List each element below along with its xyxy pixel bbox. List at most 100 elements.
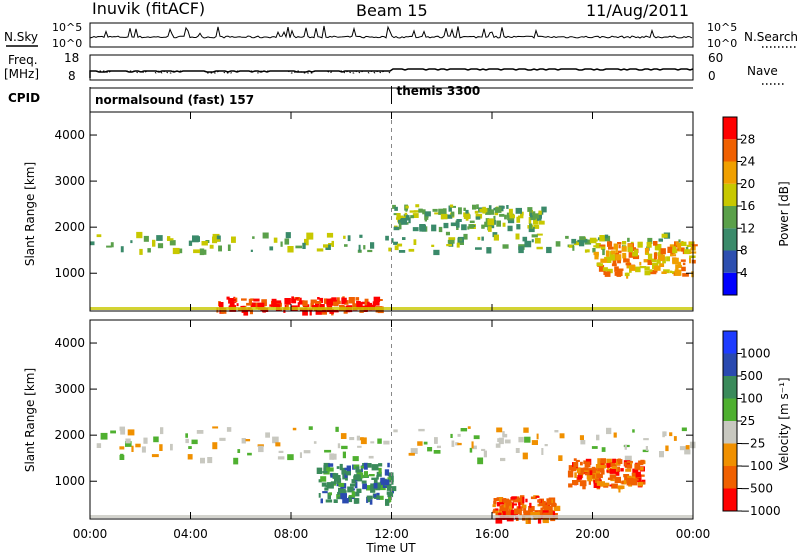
heat-cell [202, 249, 207, 255]
x-tick-label: 00:00 [676, 527, 711, 541]
heat-cell [303, 450, 311, 454]
heat-cell [475, 247, 482, 250]
heat-cell [536, 215, 542, 221]
heat-cell [615, 254, 622, 261]
x-tick-label: 04:00 [173, 527, 208, 541]
heat-cell [96, 443, 102, 448]
velocity-ylabel: Slant Range [km] [23, 368, 37, 472]
heat-cell [541, 448, 544, 455]
heat-cell [584, 249, 588, 253]
heat-cell [456, 225, 459, 230]
heat-cell [606, 470, 609, 473]
heat-cell [670, 270, 673, 274]
heat-cell [685, 247, 689, 251]
heat-cell [125, 438, 131, 444]
heat-cell [337, 496, 341, 500]
heat-cell [506, 205, 509, 209]
colorbar-tick-label: 25 [740, 414, 755, 428]
heat-cell [328, 243, 332, 246]
heat-cell [516, 216, 521, 223]
heat-cell [383, 440, 390, 445]
heat-cell [565, 235, 569, 239]
heat-cell [512, 503, 517, 506]
heat-cell [587, 477, 593, 482]
heat-cell [493, 498, 499, 502]
heat-cell [156, 235, 163, 241]
heat-cell [216, 235, 221, 242]
nsearch-tick-top: 10^5 [707, 21, 737, 34]
heat-cell [515, 233, 520, 240]
heat-cell [431, 224, 437, 232]
heat-cell [367, 301, 370, 307]
heat-cell [463, 207, 466, 211]
heat-cell [651, 258, 657, 263]
heat-cell [609, 469, 616, 474]
heat-cell [343, 297, 347, 303]
heat-cell [603, 269, 606, 275]
heat-cell [647, 259, 652, 265]
heat-cell [618, 250, 622, 254]
heat-cell [601, 447, 606, 452]
colorbar-segment [723, 421, 737, 444]
heat-cell [568, 244, 573, 248]
heat-cell [170, 443, 173, 451]
heat-cell [678, 239, 681, 243]
heat-cell [459, 238, 463, 242]
heat-cell [417, 441, 423, 446]
heat-cell [521, 504, 527, 509]
colorbar-segment [723, 139, 737, 162]
heat-cell [522, 236, 528, 242]
heat-cell [324, 449, 332, 453]
heat-cell [653, 252, 658, 260]
heat-cell [243, 309, 249, 316]
heat-cell [371, 477, 377, 480]
heat-cell [424, 218, 427, 222]
heat-cell [212, 442, 218, 450]
heat-cell [567, 470, 574, 478]
heat-cell [396, 213, 401, 220]
heat-cell [653, 241, 658, 246]
heat-cell [613, 432, 617, 438]
heat-cell [611, 483, 618, 489]
freq-label-2: [MHz] [4, 67, 39, 81]
heat-cell [614, 272, 619, 276]
velocity-y-ticks: 1000 2000 3000 4000 [54, 336, 693, 488]
heat-cell [331, 240, 334, 247]
heat-cell [618, 244, 621, 249]
heat-cell [342, 498, 349, 504]
heat-cell [360, 465, 365, 469]
heat-cell [326, 232, 334, 238]
y-tick-label: 4000 [54, 128, 85, 142]
heat-cell [354, 481, 358, 489]
heat-cell [502, 433, 508, 438]
heat-cell [586, 474, 593, 480]
heat-cell [507, 225, 513, 232]
heat-cell [131, 445, 134, 452]
heat-cell [292, 427, 297, 431]
heat-cell [169, 240, 176, 246]
heat-cell [315, 301, 322, 304]
colorbar-tick-label: 8 [740, 244, 748, 258]
heat-cell [192, 235, 199, 243]
heat-cell [419, 224, 426, 232]
heat-cell [139, 248, 143, 255]
heat-cell [530, 215, 536, 221]
heat-cell [455, 442, 459, 446]
heat-cell [325, 499, 333, 503]
heat-cell [498, 512, 502, 517]
heat-cell [236, 303, 239, 307]
heat-cell [551, 511, 556, 517]
heat-cell [433, 249, 440, 256]
heat-cell [143, 235, 149, 242]
heat-cell [520, 495, 525, 502]
heat-cell [323, 465, 327, 471]
heat-cell [350, 483, 356, 487]
heat-cell [231, 236, 236, 243]
heat-cell [495, 517, 503, 524]
freq-tick-bottom: 8 [68, 69, 76, 83]
heat-cell [632, 468, 639, 475]
heat-cell [527, 511, 530, 517]
heat-cell [356, 435, 360, 441]
heat-cell [338, 482, 345, 487]
heat-cell [337, 491, 340, 496]
